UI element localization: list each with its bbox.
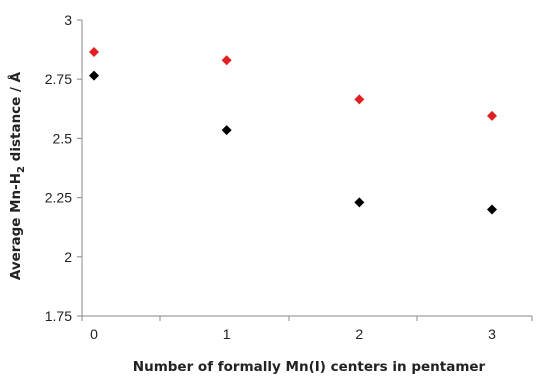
y-tick-label: 1.75 <box>45 308 72 324</box>
data-points <box>89 46 497 215</box>
y-axis: 1.75 2 2.25 2.5 2.75 3 <box>45 12 83 324</box>
x-axis: 0 1 2 3 <box>81 315 533 342</box>
y-tick-label: 2.75 <box>45 71 72 87</box>
data-point <box>354 94 365 105</box>
data-point <box>487 110 497 121</box>
data-point <box>487 204 497 215</box>
x-axis-title: Number of formally Mn(I) centers in pent… <box>133 359 486 375</box>
y-tick-label: 3 <box>64 12 72 28</box>
x-tick-label: 2 <box>355 326 363 342</box>
series-0 <box>89 46 497 121</box>
y-axis-title-main: Average Mn-H <box>8 173 24 280</box>
series-1 <box>89 70 497 215</box>
x-tick-label: 1 <box>223 326 231 342</box>
y-axis-title-unit: distance / Å <box>7 71 24 166</box>
y-axis-title: Average Mn-H2 distance / Å <box>7 71 27 280</box>
data-point <box>89 70 99 81</box>
y-tick-group: 1.75 2 2.25 2.5 2.75 3 <box>45 12 82 324</box>
x-tick-label: 3 <box>488 326 496 342</box>
data-point <box>221 125 232 136</box>
y-axis-title-subscript: 2 <box>16 166 27 173</box>
data-point <box>221 55 232 66</box>
x-tick-group: 0 1 2 3 <box>81 316 533 342</box>
y-tick-label: 2 <box>64 249 72 265</box>
data-point <box>89 46 99 57</box>
data-point <box>354 197 365 208</box>
x-tick-label: 0 <box>90 326 98 342</box>
y-tick-label: 2.25 <box>45 190 72 206</box>
y-tick-label: 2.5 <box>53 130 73 146</box>
